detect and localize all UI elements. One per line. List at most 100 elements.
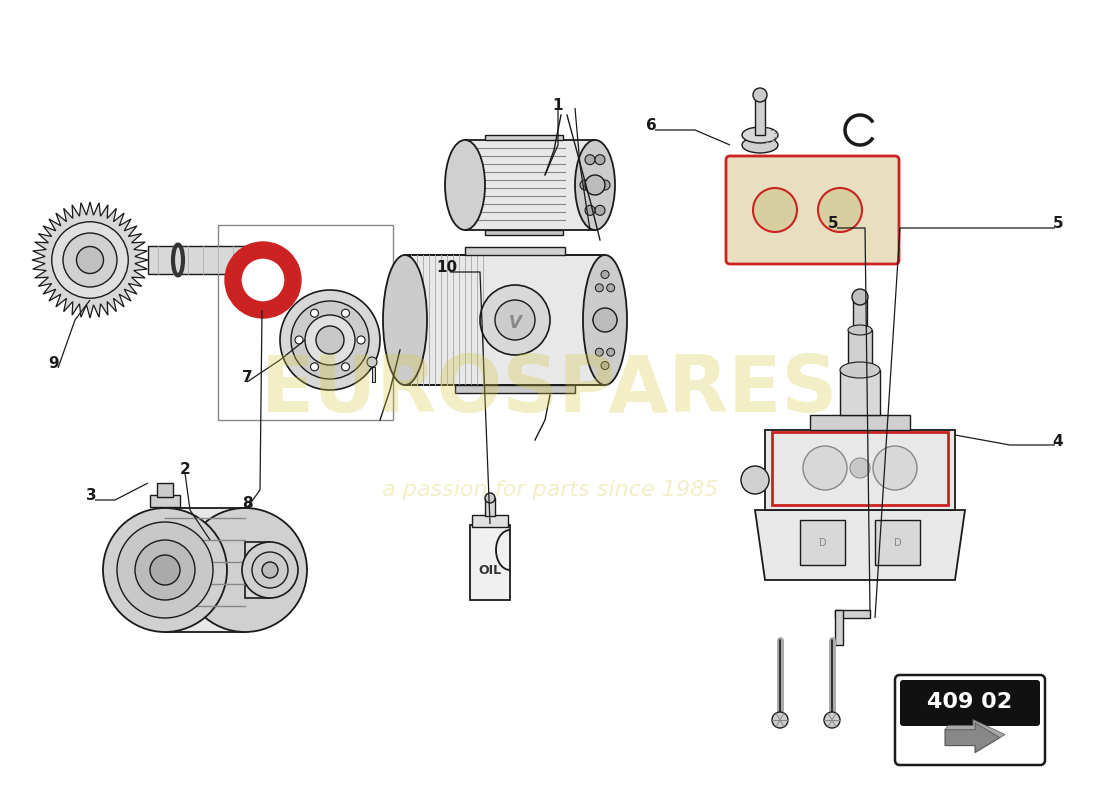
Ellipse shape <box>848 325 872 335</box>
Bar <box>470 525 510 600</box>
Circle shape <box>305 315 355 365</box>
Bar <box>835 610 870 618</box>
Ellipse shape <box>852 297 867 303</box>
Bar <box>465 140 595 230</box>
Circle shape <box>585 175 605 195</box>
Circle shape <box>241 258 285 302</box>
Ellipse shape <box>840 362 880 378</box>
Text: 5: 5 <box>1053 217 1064 231</box>
Text: EUROSPARES: EUROSPARES <box>262 352 838 428</box>
Circle shape <box>103 508 227 632</box>
Circle shape <box>63 233 117 287</box>
Circle shape <box>754 88 767 102</box>
Polygon shape <box>465 247 565 255</box>
Bar <box>835 610 843 645</box>
Ellipse shape <box>742 127 778 143</box>
Circle shape <box>316 326 344 354</box>
Bar <box>874 520 920 565</box>
Bar <box>165 508 245 632</box>
Circle shape <box>754 188 798 232</box>
Circle shape <box>262 562 278 578</box>
Circle shape <box>607 348 615 356</box>
Ellipse shape <box>383 255 427 385</box>
Circle shape <box>741 466 769 494</box>
Circle shape <box>252 552 288 588</box>
Bar <box>810 415 910 430</box>
Circle shape <box>117 522 213 618</box>
Circle shape <box>593 308 617 332</box>
Circle shape <box>367 357 377 367</box>
Text: 7: 7 <box>242 370 252 386</box>
Text: 4: 4 <box>1053 434 1064 449</box>
FancyBboxPatch shape <box>895 675 1045 765</box>
Circle shape <box>358 336 365 344</box>
Text: a passion for parts since 1985: a passion for parts since 1985 <box>382 480 718 500</box>
Text: 8: 8 <box>242 497 252 511</box>
Circle shape <box>600 180 610 190</box>
Ellipse shape <box>575 140 615 230</box>
Circle shape <box>803 446 847 490</box>
Text: 9: 9 <box>48 357 59 371</box>
Text: D: D <box>894 538 902 548</box>
Circle shape <box>580 180 590 190</box>
Bar <box>157 483 173 497</box>
Circle shape <box>341 363 350 371</box>
Circle shape <box>310 309 319 317</box>
Text: 6: 6 <box>646 118 657 134</box>
Circle shape <box>595 284 603 292</box>
Text: 2: 2 <box>179 462 190 477</box>
Wedge shape <box>226 242 301 318</box>
Polygon shape <box>945 720 1005 738</box>
Circle shape <box>52 222 129 298</box>
Bar <box>852 300 867 332</box>
Circle shape <box>292 301 368 379</box>
Circle shape <box>595 206 605 215</box>
Circle shape <box>485 493 495 503</box>
Circle shape <box>850 458 870 478</box>
Circle shape <box>341 309 350 317</box>
Bar <box>800 520 845 565</box>
Circle shape <box>242 542 298 598</box>
Circle shape <box>601 362 609 370</box>
Circle shape <box>585 206 595 215</box>
Circle shape <box>593 316 601 324</box>
Bar <box>472 515 508 527</box>
Circle shape <box>595 154 605 165</box>
Bar <box>755 95 764 135</box>
Bar <box>764 430 955 510</box>
Circle shape <box>772 712 788 728</box>
Polygon shape <box>32 202 148 318</box>
Bar <box>245 542 270 598</box>
Circle shape <box>824 712 840 728</box>
Circle shape <box>818 188 862 232</box>
Circle shape <box>77 246 103 274</box>
Circle shape <box>480 285 550 355</box>
Text: 1: 1 <box>552 98 563 113</box>
Circle shape <box>585 154 595 165</box>
Circle shape <box>873 446 917 490</box>
Circle shape <box>295 336 302 344</box>
Circle shape <box>595 348 603 356</box>
FancyBboxPatch shape <box>900 680 1040 726</box>
Polygon shape <box>755 510 965 580</box>
Circle shape <box>607 284 615 292</box>
FancyBboxPatch shape <box>726 156 899 264</box>
Bar <box>218 225 393 420</box>
Ellipse shape <box>742 137 778 153</box>
Text: 409 02: 409 02 <box>927 692 1013 712</box>
Bar <box>485 135 563 140</box>
Bar <box>405 255 605 385</box>
Bar <box>485 230 563 235</box>
Circle shape <box>150 555 180 585</box>
Circle shape <box>601 270 609 278</box>
Bar <box>150 495 180 507</box>
Text: D: D <box>820 538 827 548</box>
Bar <box>848 330 872 372</box>
Text: 3: 3 <box>86 489 97 503</box>
Text: 5: 5 <box>827 217 838 231</box>
Bar <box>485 498 495 516</box>
Ellipse shape <box>446 140 485 230</box>
Circle shape <box>183 508 307 632</box>
Polygon shape <box>945 722 1000 753</box>
Polygon shape <box>455 385 575 393</box>
